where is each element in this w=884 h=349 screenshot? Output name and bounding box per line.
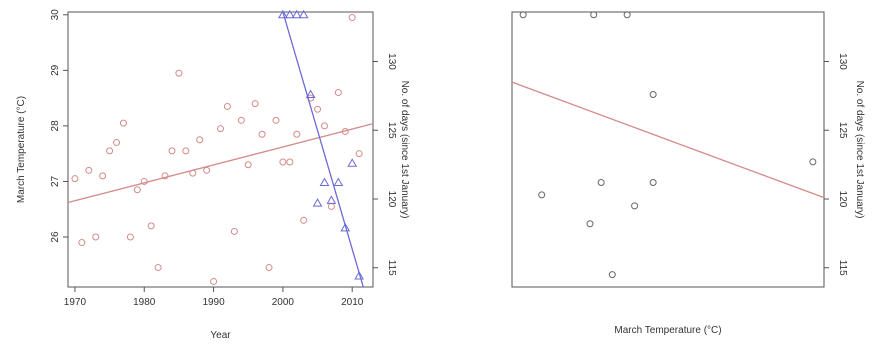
y-left-tick-label: 27 (50, 175, 61, 187)
temperature-point (99, 172, 107, 180)
days-point (340, 222, 351, 232)
temperature-point (161, 172, 169, 180)
data-point (538, 191, 546, 199)
temperature-point (203, 166, 211, 174)
temperature-point (210, 277, 218, 285)
temperature-point (300, 216, 308, 224)
y-right-tick-label: 120 (386, 191, 397, 208)
temperature-point (147, 222, 155, 230)
temperature-point (154, 264, 162, 272)
temperature-point (119, 119, 127, 127)
temperature-point (272, 116, 280, 124)
y-right-axis-label: No. of days (since 1st January) (399, 81, 410, 219)
temperature-point (334, 89, 342, 97)
temperature-point (223, 102, 231, 110)
temperature-point (237, 116, 245, 124)
y-right-tick-label: 120 (837, 191, 848, 208)
temperature-point (314, 105, 322, 113)
temperature-point (182, 147, 190, 155)
data-point (631, 202, 639, 210)
right-panel: 115 120 125 130 March Temperature (°C) No. of… (511, 11, 865, 336)
days-point (326, 195, 337, 204)
y-right-tick-label: 115 (837, 260, 848, 276)
temperature-point (279, 158, 287, 166)
temperature-point (258, 130, 266, 138)
temperature-point (140, 177, 148, 185)
data-point (623, 11, 631, 19)
data-point (809, 158, 817, 166)
temperature-point (348, 14, 356, 22)
temperature-point (126, 233, 134, 241)
temperature-point (244, 161, 252, 169)
days-point (333, 177, 344, 186)
data-point (597, 179, 605, 186)
days-point (291, 9, 302, 19)
temperature-point (175, 69, 183, 77)
days-point (319, 177, 330, 186)
temperature-point (341, 127, 349, 135)
temperature-point (113, 139, 121, 147)
plot-frame (511, 11, 825, 288)
y-left-tick-label: 28 (50, 120, 61, 132)
y-right-tick-label: 115 (386, 260, 397, 276)
y-right-tick-label: 130 (386, 53, 397, 70)
data-point (649, 179, 657, 186)
days-point (298, 9, 309, 19)
days-point (347, 158, 358, 167)
temperature-point (71, 175, 79, 183)
temperature-point (327, 202, 335, 210)
days-point (284, 9, 295, 19)
temperature-point (189, 169, 197, 177)
x-tick-label: 1980 (133, 297, 156, 308)
x-tick-label: 2000 (272, 297, 295, 308)
days-trend-line (282, 11, 364, 288)
days-point (278, 9, 288, 19)
x-tick-label: 1970 (64, 297, 87, 308)
temperature-point (355, 150, 363, 158)
temperature-point (106, 147, 114, 155)
y-left-axis-label: March Temperature (°C) (16, 96, 27, 203)
data-point (586, 220, 594, 228)
data-point (590, 11, 598, 19)
y-right-axis-label: No. of days (since 1st January) (854, 81, 865, 219)
days-point (312, 198, 323, 207)
x-axis-label: March Temperature (°C) (614, 325, 721, 336)
y-left-tick-label: 30 (50, 9, 61, 21)
temperature-point (320, 122, 328, 130)
y-right-tick-label: 125 (837, 122, 848, 139)
temperature-point (85, 166, 93, 174)
temperature-point (92, 233, 100, 241)
trend-line (511, 81, 825, 199)
temperature-point (251, 100, 259, 108)
data-point (519, 11, 527, 19)
temperature-trend-line (67, 123, 374, 204)
x-axis-label: Year (210, 330, 231, 341)
temperature-point (217, 125, 224, 133)
plot-frame (67, 11, 374, 288)
y-left-tick-label: 29 (50, 64, 61, 76)
temperature-point (230, 227, 238, 235)
x-tick-label: 2010 (341, 297, 364, 308)
temperature-point (265, 264, 273, 272)
temperature-point (168, 147, 176, 155)
days-point (354, 270, 364, 280)
data-point (608, 271, 616, 279)
temperature-point (196, 136, 204, 144)
temperature-point (133, 186, 141, 194)
temperature-point (78, 239, 86, 247)
left-panel: 1970 1980 1990 2000 2010 26 27 28 29 30 115 120 125 1… (16, 9, 410, 341)
y-right-tick-label: 130 (837, 53, 848, 70)
y-right-tick-label: 125 (386, 122, 397, 139)
x-tick-label: 1990 (202, 297, 225, 308)
y-left-tick-label: 26 (50, 231, 61, 243)
data-point (649, 91, 657, 98)
temperature-point (286, 158, 294, 166)
temperature-point (293, 130, 301, 138)
days-point (305, 89, 316, 98)
